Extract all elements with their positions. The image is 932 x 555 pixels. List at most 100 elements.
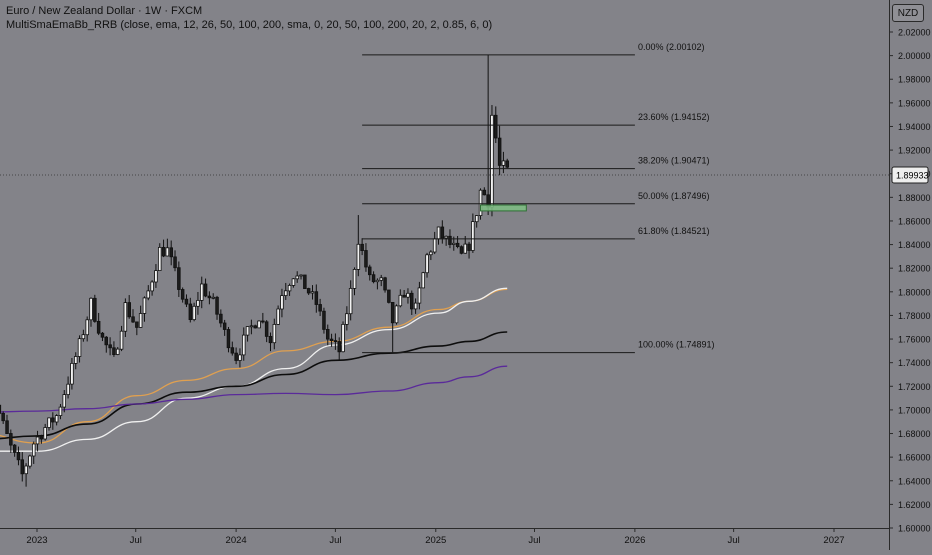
price-axis[interactable]: 1.60000 1.62000 1.64000 1.66000 1.68000 1.700… <box>889 28 931 534</box>
time-tick-label: Jul <box>329 535 341 546</box>
candle-down <box>104 336 109 346</box>
candle-up <box>352 268 357 289</box>
candle-down <box>459 246 464 254</box>
candle-down <box>383 277 387 291</box>
fib-level-label: 100.00% (1.74891) <box>638 340 715 350</box>
price-tick-label: 1.62000 <box>898 500 931 510</box>
fib-level-label: 38.20% (1.90471) <box>638 156 710 166</box>
candle-up <box>398 294 403 307</box>
candle-down <box>264 321 269 337</box>
candle-up <box>341 323 345 353</box>
candle-down <box>12 444 17 453</box>
candle-up <box>444 235 448 239</box>
candle-down <box>325 328 330 340</box>
candle-up <box>345 313 349 325</box>
candle-down <box>318 304 322 312</box>
price-tick-label: 1.64000 <box>898 476 931 486</box>
candles <box>0 54 509 487</box>
time-tick-label: 2024 <box>226 535 247 546</box>
candle-up <box>146 290 150 299</box>
candle-down <box>215 296 219 315</box>
candle-up <box>138 313 143 328</box>
candle-down <box>371 274 376 283</box>
candle-up <box>196 299 200 307</box>
candle-down <box>100 332 105 338</box>
candle-up <box>43 427 47 440</box>
fib-level-label: 50.00% (1.87496) <box>638 191 710 201</box>
candle-down <box>0 404 2 414</box>
moving-averages <box>0 287 508 452</box>
candle-up <box>165 247 170 257</box>
candle-up <box>356 243 361 270</box>
price-tick-label: 1.70000 <box>898 405 931 415</box>
candle-down <box>337 341 341 353</box>
price-tick-label: 2.00000 <box>898 51 931 61</box>
price-tick-label: 1.68000 <box>898 429 931 439</box>
plot-background <box>0 0 889 550</box>
price-tick-label: 1.78000 <box>898 311 931 321</box>
moving-average-line <box>0 365 508 413</box>
candle-down <box>482 189 487 196</box>
candle-up <box>81 334 86 340</box>
candle-up <box>89 297 93 321</box>
price-tick-label: 1.80000 <box>898 287 931 297</box>
candle-up <box>32 443 36 457</box>
candle-down <box>440 226 445 239</box>
time-tick-label: 2027 <box>823 535 844 546</box>
candle-down <box>93 297 97 322</box>
candle-up <box>199 283 204 301</box>
candle-up <box>425 254 429 274</box>
candle-up <box>280 295 284 310</box>
candle-up <box>47 417 51 428</box>
candle-up <box>241 334 246 356</box>
last-price-badge[interactable] <box>891 166 929 184</box>
price-tick-label: 1.74000 <box>898 358 931 368</box>
time-axis[interactable]: 2023 Jul 2024 Jul 2025 Jul 2026 Jul 2027 <box>26 528 845 546</box>
candle-up <box>28 455 32 467</box>
candle-up <box>157 246 162 271</box>
candle-up <box>421 272 425 289</box>
candle-up <box>154 270 158 283</box>
currency-badge[interactable]: NZD <box>892 4 924 22</box>
price-tick-label: 1.92000 <box>898 146 931 156</box>
candle-down <box>188 303 193 321</box>
candle-up <box>58 406 63 417</box>
fib-level-label: 0.00% (2.00102) <box>638 42 705 52</box>
price-tick-label: 1.84000 <box>898 240 931 250</box>
indicator-legend[interactable]: MultiSmaEmaBb_RRB (close, ema, 12, 26, 5… <box>6 19 493 31</box>
time-tick-label: Jul <box>130 535 142 546</box>
candle-up <box>299 274 303 277</box>
candle-up <box>150 281 154 292</box>
candle-down <box>497 137 502 166</box>
candle-down <box>226 329 231 349</box>
candle-down <box>493 114 498 139</box>
candle-up <box>62 394 67 408</box>
candle-down <box>261 320 265 323</box>
candle-up <box>379 277 383 281</box>
candle-down <box>333 340 338 343</box>
demand-zone[interactable] <box>480 204 527 212</box>
candle-up <box>257 320 261 329</box>
price-tick-label: 1.86000 <box>898 216 931 226</box>
fibonacci-retracement[interactable]: 0.00% (2.00102) 23.60% (1.94152) 38.20% (1… <box>362 42 715 354</box>
candle-down <box>96 320 101 334</box>
candle-down <box>234 352 238 361</box>
candle-down <box>20 459 24 475</box>
chart-title: Euro / New Zealand Dollar · 1W · FXCM <box>6 5 203 17</box>
candle-up <box>283 290 288 296</box>
candle-down <box>303 274 307 290</box>
zone-rectangle[interactable] <box>480 204 527 212</box>
candle-up <box>490 114 494 208</box>
price-tick-label: 1.82000 <box>898 264 931 274</box>
candle-up <box>276 308 280 325</box>
candle-down <box>360 243 364 252</box>
candle-down <box>173 256 177 269</box>
candle-down <box>108 344 112 349</box>
candle-up <box>249 325 254 328</box>
candle-down <box>39 436 44 440</box>
price-tick-label: 1.96000 <box>898 98 931 108</box>
moving-average-line <box>0 331 508 440</box>
price-tick-label: 2.02000 <box>898 28 931 38</box>
candle-down <box>112 347 116 355</box>
